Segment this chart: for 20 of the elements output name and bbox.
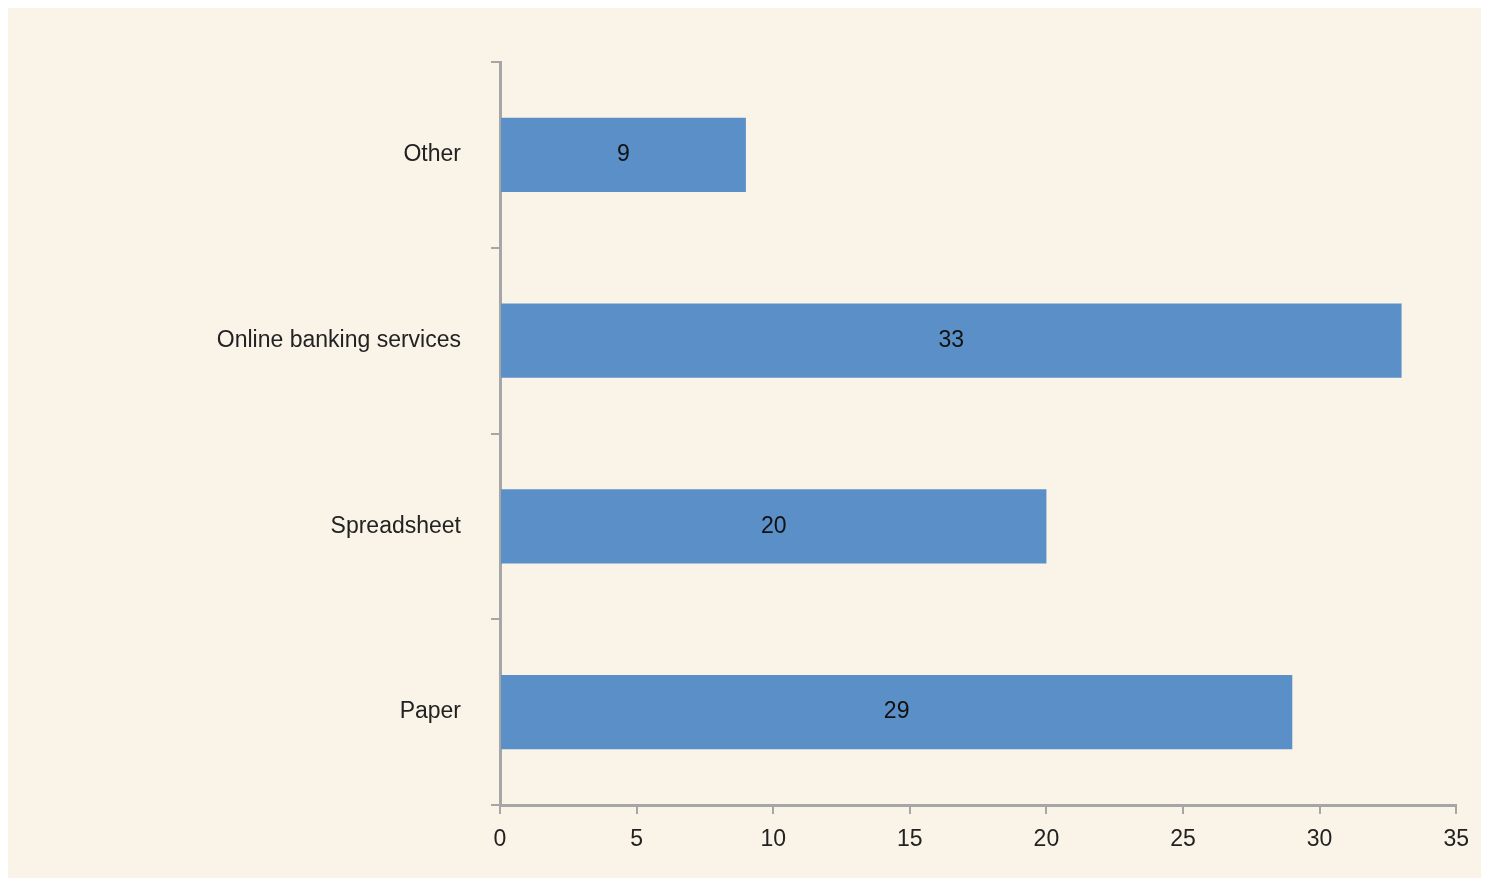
x-tick-label: 5 [630, 825, 643, 852]
x-tick-label: 30 [1306, 825, 1333, 852]
data-label: 29 [883, 697, 910, 724]
bar [501, 303, 1402, 378]
bar [501, 489, 1047, 564]
data-label: 33 [938, 325, 965, 352]
x-tick-label: 20 [1033, 825, 1060, 852]
y-tick-label: Other [403, 140, 462, 167]
x-tick-label: 15 [897, 825, 923, 852]
y-tick-label: Paper [399, 697, 462, 724]
y-tick-label: Online banking services [216, 325, 461, 352]
y-tick-label: Spreadsheet [330, 511, 462, 538]
x-tick-label: 35 [1443, 825, 1470, 852]
bar [501, 117, 746, 193]
x-tick-label: 0 [493, 825, 507, 852]
data-label: 9 [617, 140, 630, 167]
bar [501, 674, 1293, 750]
x-tick-label: 25 [1170, 825, 1196, 852]
x-tick-label: 10 [760, 825, 786, 852]
data-label: 20 [760, 511, 787, 538]
